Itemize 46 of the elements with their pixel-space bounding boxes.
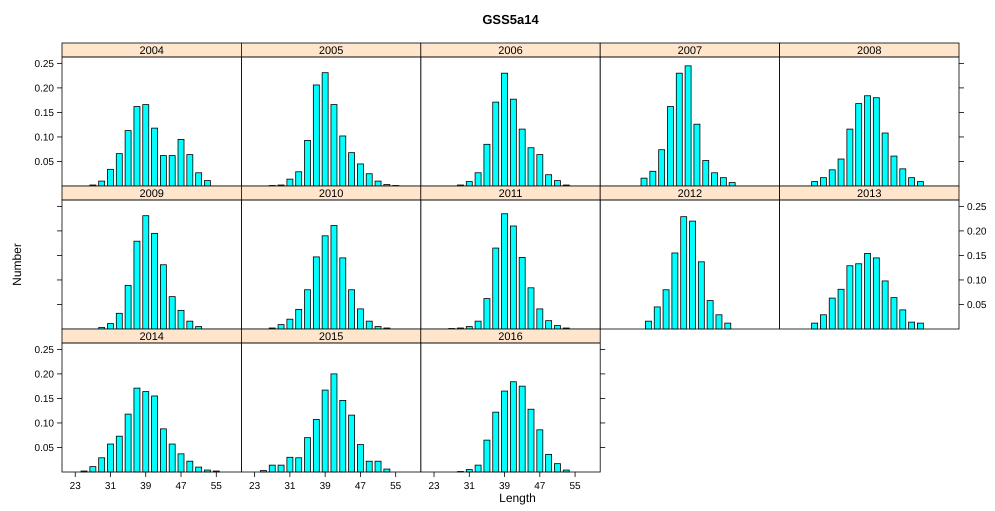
chart-title: 2006 bbox=[498, 45, 523, 57]
x-tick-label: 55 bbox=[570, 481, 582, 492]
chart-title: 2013 bbox=[857, 188, 882, 200]
y-tick-label: 0.10 bbox=[34, 418, 54, 430]
y-tick-label: 0.15 bbox=[967, 250, 987, 262]
y-tick-label: 0.20 bbox=[34, 369, 54, 380]
y-tick-label: 0.15 bbox=[34, 394, 54, 405]
y-tick-label: 0.10 bbox=[967, 275, 987, 286]
x-tick-label: 39 bbox=[498, 481, 511, 492]
chart-title: 2007 bbox=[678, 45, 702, 57]
x-tick-label: 23 bbox=[70, 481, 82, 492]
x-tick-label: 23 bbox=[249, 481, 261, 492]
chart-title: 2015 bbox=[318, 331, 344, 343]
y-tick-label: 0.25 bbox=[34, 58, 54, 70]
x-axis-title: Length bbox=[499, 491, 536, 505]
chart-title: 2016 bbox=[498, 331, 523, 343]
y-tick-label: 0.25 bbox=[967, 202, 987, 213]
y-tick-label: 0.15 bbox=[34, 108, 54, 119]
x-tick-label: 47 bbox=[534, 481, 546, 492]
y-tick-label: 0.05 bbox=[34, 442, 54, 454]
chart-title: 2009 bbox=[139, 188, 164, 200]
x-tick-label: 47 bbox=[354, 481, 366, 492]
chart-title: 2004 bbox=[139, 45, 164, 57]
y-tick-label: 0.25 bbox=[34, 344, 54, 356]
chart-title: 2012 bbox=[678, 188, 702, 200]
chart-title: 2008 bbox=[857, 45, 882, 57]
x-tick-label: 55 bbox=[390, 481, 402, 492]
y-tick-label: 0.10 bbox=[34, 132, 54, 144]
x-tick-label: 31 bbox=[464, 481, 476, 492]
x-tick-label: 39 bbox=[140, 481, 152, 492]
x-tick-label: 55 bbox=[210, 481, 222, 492]
y-axis-title: Number bbox=[10, 243, 24, 286]
y-tick-label: 0.20 bbox=[967, 226, 987, 238]
x-tick-label: 31 bbox=[284, 481, 296, 492]
chart-title: 2005 bbox=[318, 45, 344, 57]
y-tick-label: 0.20 bbox=[34, 83, 54, 94]
text: GSS5a14 bbox=[482, 12, 540, 27]
x-tick-label: 31 bbox=[104, 481, 116, 492]
x-tick-label: 23 bbox=[428, 481, 440, 492]
y-tick-label: 0.05 bbox=[34, 156, 54, 168]
chart-title: 2011 bbox=[498, 188, 522, 200]
x-tick-label: 47 bbox=[175, 481, 188, 492]
chart-title: 2014 bbox=[139, 331, 164, 343]
y-tick-label: 0.05 bbox=[967, 300, 987, 311]
x-tick-label: 39 bbox=[320, 481, 332, 492]
chart-title: 2010 bbox=[318, 188, 344, 200]
